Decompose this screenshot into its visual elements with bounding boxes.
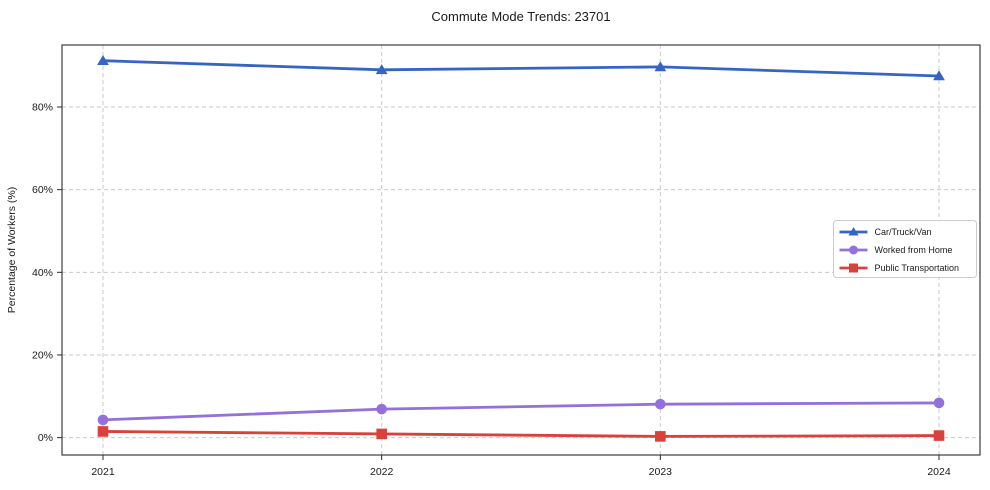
x-tick-label: 2021	[91, 466, 115, 478]
y-tick-label: 20%	[32, 349, 53, 361]
y-tick-label: 40%	[32, 267, 53, 279]
data-point-car-truck-van	[375, 64, 388, 75]
series-line-worked-from-home	[102, 401, 940, 422]
data-point-public-transportation	[933, 430, 945, 441]
y-axis-label: Percentage of Workers (%)	[6, 187, 18, 313]
data-point-public-transportation	[376, 428, 387, 440]
data-point-public-transportation	[97, 426, 109, 437]
legend-marker-square-icon	[849, 263, 858, 273]
data-point-car-truck-van	[97, 55, 109, 66]
legend-marker-circle-icon	[849, 245, 858, 255]
x-tick-label: 2023	[649, 466, 673, 478]
data-point-car-truck-van	[654, 61, 667, 72]
x-tick-label: 2024	[927, 466, 951, 478]
legend-label-worked-from-home: Worked from Home	[875, 245, 953, 255]
legend-marker-triangle-icon	[848, 227, 859, 236]
plot-area: 0% 20% 40% 60% 80% 2021 2022 2023 2024 Car/Truck/…	[32, 44, 981, 478]
data-point-worked-from-home	[376, 403, 387, 415]
data-point-public-transportation	[655, 431, 666, 442]
y-tick-label: 60%	[32, 184, 53, 196]
data-point-worked-from-home	[933, 397, 945, 409]
series-line-public-transportation	[102, 430, 940, 438]
y-tick-label: 80%	[32, 101, 53, 113]
x-tick-label: 2022	[370, 466, 394, 478]
y-tick-label: 0%	[38, 432, 53, 444]
data-point-worked-from-home	[97, 414, 109, 426]
data-point-worked-from-home	[655, 398, 666, 410]
plot-border	[61, 44, 981, 456]
chart-title: Commute Mode Trends: 23701	[431, 9, 610, 24]
legend-label-public-transportation: Public Transportation	[875, 263, 960, 273]
data-point-car-truck-van	[933, 70, 945, 81]
legend-label-car-truck-van: Car/Truck/Van	[875, 227, 932, 237]
series-line-car-truck-van	[102, 59, 940, 78]
legend-box	[833, 220, 977, 278]
